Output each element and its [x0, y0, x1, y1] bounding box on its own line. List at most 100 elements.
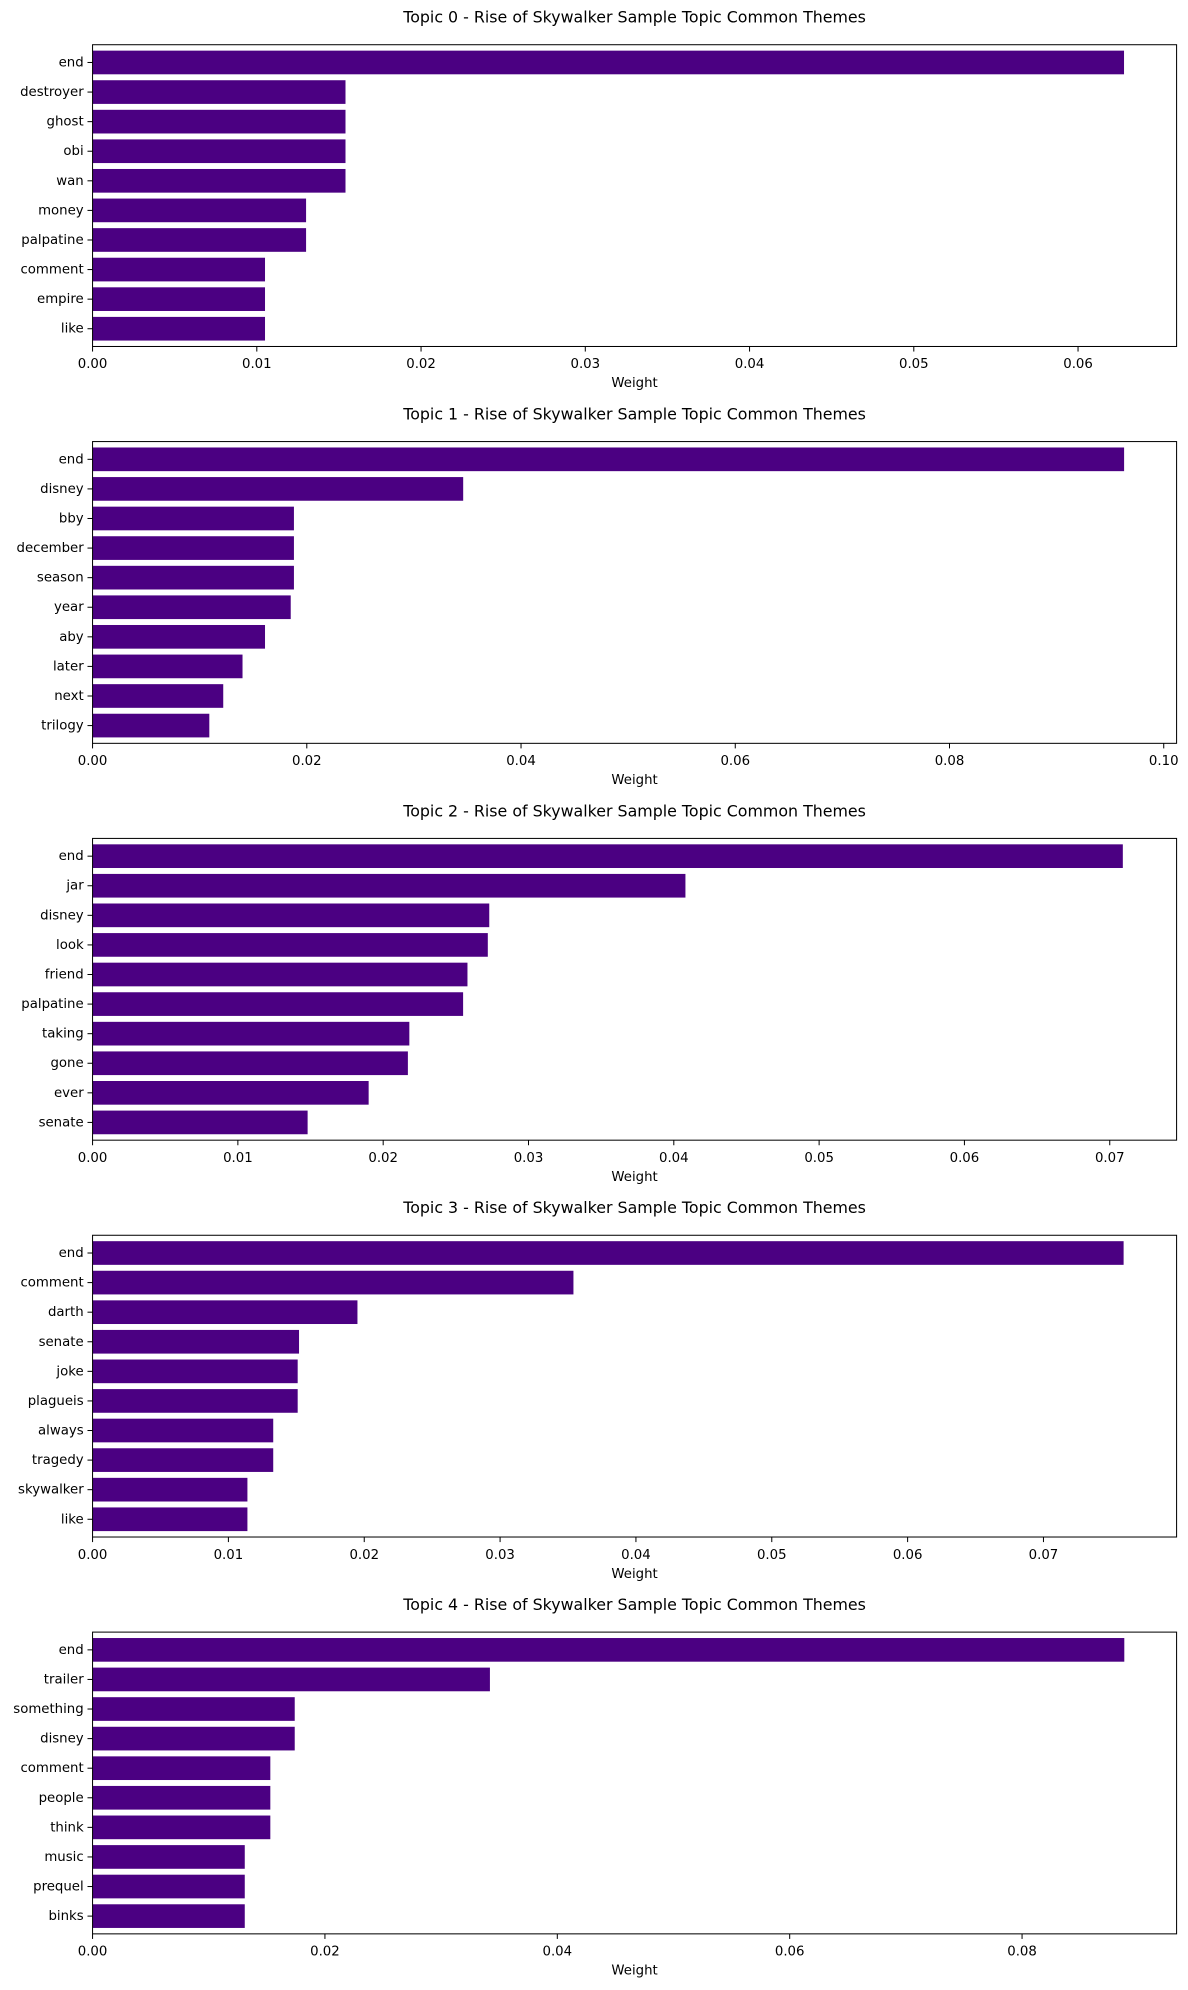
bar — [92, 1638, 1125, 1662]
chart-title: Topic 4 - Rise of Skywalker Sample Topic… — [402, 1595, 866, 1614]
bar — [92, 506, 294, 531]
y-tick-label: ever — [54, 1086, 84, 1101]
x-tick-label: 0.00 — [78, 754, 108, 769]
y-tick-label: disney — [40, 1732, 84, 1747]
y-tick-label: like — [61, 322, 84, 337]
y-tick-label: aby — [59, 630, 84, 645]
bar — [92, 1815, 271, 1840]
y-tick-label: next — [54, 689, 83, 704]
x-tick-label: 0.10 — [1149, 754, 1179, 769]
y-tick-label: joke — [55, 1364, 83, 1379]
chart-title: Topic 1 - Rise of Skywalker Sample Topic… — [402, 404, 866, 423]
bar — [92, 1667, 490, 1692]
bar — [92, 713, 210, 738]
x-tick-label: 0.07 — [1095, 1151, 1125, 1166]
y-tick-label: wan — [56, 174, 83, 189]
bar — [92, 565, 294, 590]
y-tick-label: later — [53, 659, 84, 674]
bar — [92, 477, 464, 501]
x-axis-label: Weight — [611, 1964, 657, 1979]
bar — [92, 1389, 298, 1413]
y-tick-label: ghost — [47, 115, 84, 130]
bar — [92, 1270, 574, 1295]
bar — [92, 903, 490, 928]
bar — [92, 1697, 295, 1721]
chart-title: Topic 2 - Rise of Skywalker Sample Topic… — [402, 801, 866, 820]
bar — [92, 80, 346, 104]
bar — [92, 1756, 271, 1781]
x-tick-label: 0.04 — [659, 1151, 689, 1166]
axes-frame — [92, 1631, 1178, 1935]
bar — [92, 1359, 298, 1384]
y-tick-label: palpatine — [21, 997, 83, 1012]
y-tick-label: disney — [40, 482, 84, 497]
x-tick-label: 0.02 — [349, 1548, 379, 1563]
bar — [92, 595, 291, 620]
bar — [92, 316, 266, 341]
y-tick-label: think — [50, 1820, 84, 1835]
y-tick-label: end — [59, 1643, 84, 1658]
bar — [92, 844, 1123, 869]
y-tick-label: trailer — [44, 1672, 84, 1687]
x-tick-label: 0.07 — [1029, 1548, 1059, 1563]
y-tick-label: season — [37, 571, 84, 586]
y-tick-label: jar — [65, 879, 84, 894]
chart-title: Topic 0 - Rise of Skywalker Sample Topic… — [402, 8, 866, 27]
bar — [92, 1051, 408, 1076]
y-tick-label: darth — [48, 1305, 84, 1320]
x-tick-label: 0.01 — [242, 357, 272, 372]
axes-frame — [92, 837, 1178, 1141]
y-tick-label: december — [17, 541, 85, 556]
x-axis-label: Weight — [611, 376, 657, 391]
axes-frame — [92, 44, 1178, 347]
bar — [92, 1241, 1124, 1265]
x-tick-label: 0.04 — [506, 754, 536, 769]
y-tick-label: bby — [59, 511, 84, 526]
y-tick-label: end — [59, 55, 84, 70]
bar — [92, 1329, 300, 1354]
y-tick-label: obi — [63, 144, 83, 159]
y-tick-label: money — [38, 203, 84, 218]
x-tick-label: 0.00 — [78, 1151, 108, 1166]
bar — [92, 654, 243, 679]
x-axis-label: Weight — [611, 773, 657, 788]
x-tick-label: 0.04 — [621, 1548, 651, 1563]
y-tick-label: people — [39, 1791, 84, 1806]
x-tick-label: 0.06 — [775, 1945, 805, 1960]
x-tick-label: 0.08 — [935, 754, 965, 769]
y-tick-label: comment — [20, 1276, 83, 1291]
x-tick-label: 0.06 — [1063, 357, 1093, 372]
x-tick-label: 0.05 — [757, 1548, 787, 1563]
y-tick-label: end — [59, 1246, 84, 1261]
y-tick-label: comment — [20, 1761, 83, 1776]
y-tick-label: comment — [20, 263, 83, 278]
bar — [92, 1300, 358, 1325]
bar — [92, 109, 346, 134]
y-tick-label: destroyer — [20, 85, 84, 100]
bar — [92, 1845, 245, 1869]
x-tick-label: 0.04 — [735, 357, 765, 372]
bar — [92, 1110, 308, 1135]
bar — [92, 962, 468, 987]
y-tick-label: like — [61, 1512, 84, 1527]
bar — [92, 1726, 295, 1751]
bar — [92, 139, 346, 164]
x-tick-label: 0.00 — [78, 1548, 108, 1563]
x-tick-label: 0.01 — [223, 1151, 253, 1166]
bar — [92, 447, 1125, 472]
x-tick-label: 0.02 — [310, 1945, 340, 1960]
y-tick-label: binks — [48, 1909, 83, 1924]
bar — [92, 1904, 245, 1928]
bar — [92, 536, 294, 560]
x-tick-label: 0.06 — [893, 1548, 923, 1563]
chart-title: Topic 3 - Rise of Skywalker Sample Topic… — [402, 1198, 866, 1217]
bar — [92, 684, 224, 708]
x-axis-label: Weight — [611, 1170, 657, 1185]
x-axis-label: Weight — [611, 1567, 657, 1582]
bar — [92, 1477, 248, 1502]
y-tick-label: end — [59, 849, 84, 864]
y-tick-label: friend — [45, 968, 84, 983]
y-tick-label: taking — [42, 1027, 84, 1042]
